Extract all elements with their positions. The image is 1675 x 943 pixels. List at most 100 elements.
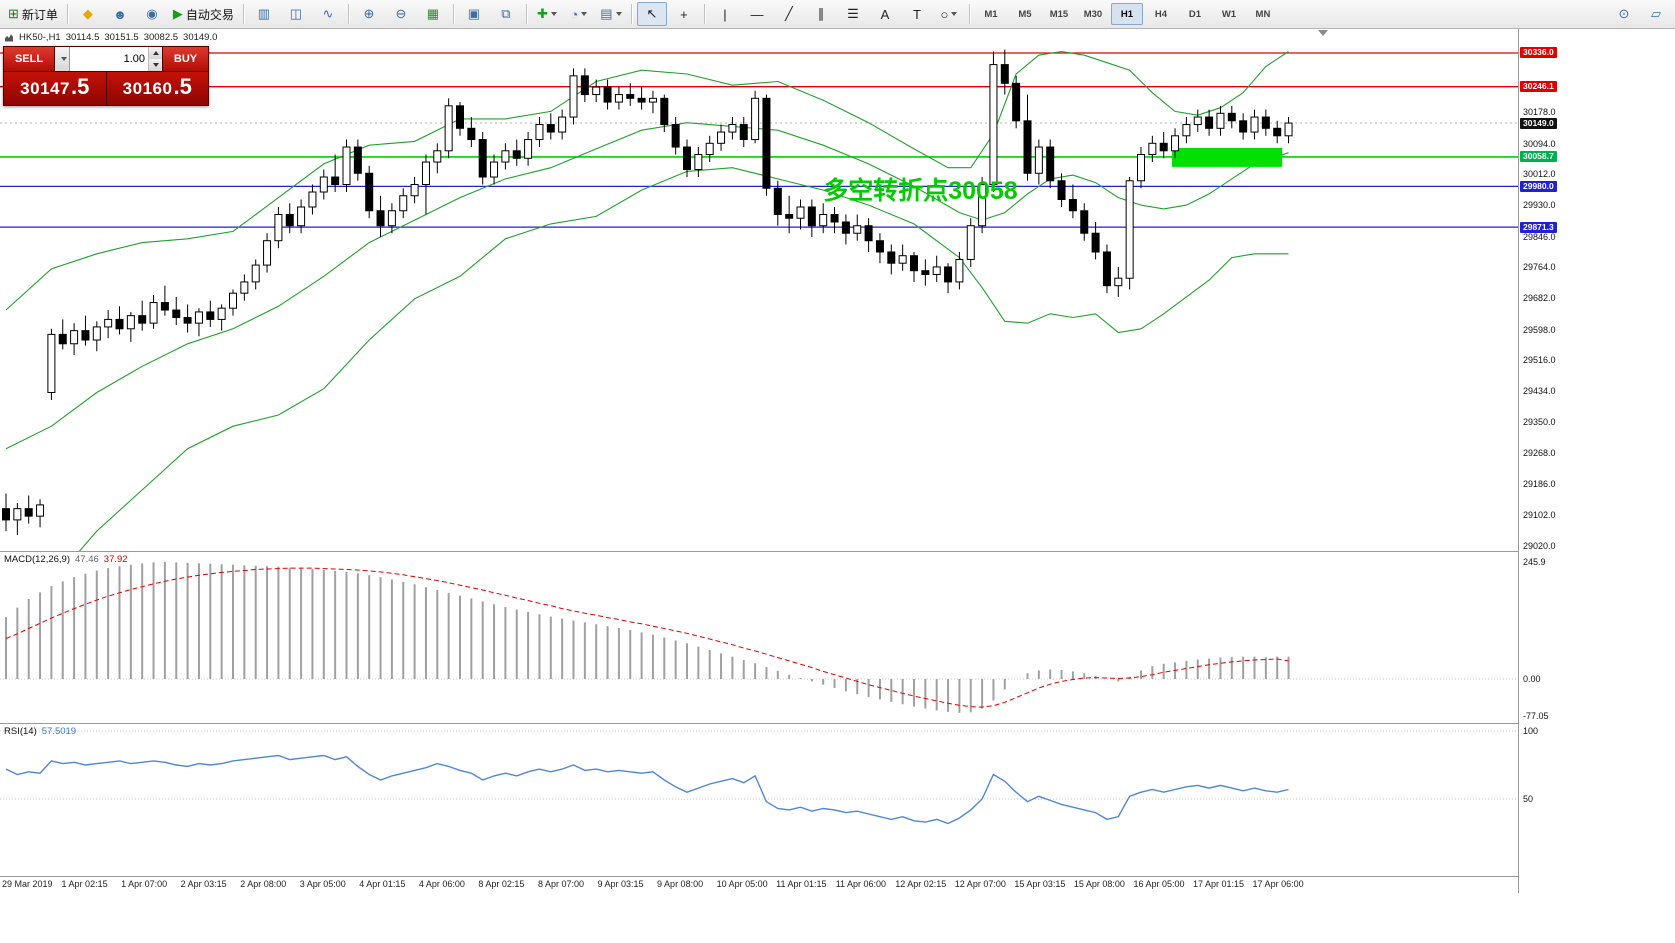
candle-bull [1137, 154, 1145, 182]
horizontal-line-icon[interactable]: — [742, 2, 772, 26]
auto-trading-button[interactable]: ▶ 自动交易 [169, 2, 238, 26]
toolbar-divider [452, 4, 454, 24]
candle-bear [512, 150, 521, 159]
candle-bull [853, 225, 862, 234]
volume-decrease-button[interactable] [149, 59, 162, 71]
new-order-button[interactable]: ⊞ 新订单 [4, 2, 62, 26]
candle-bear [58, 333, 67, 345]
buy-button[interactable]: BUY [162, 47, 208, 71]
toolbar-divider [630, 4, 632, 24]
chart-shift-marker[interactable] [1318, 30, 1328, 36]
pivot-price-label: 30058.7 [1520, 151, 1557, 163]
price-tick-label: 30012.0 [1523, 169, 1556, 180]
fibonacci-icon[interactable]: ☰ [838, 2, 868, 26]
data-window-icon[interactable]: ▱ [1651, 6, 1661, 21]
rsi-axis-label: 50 [1523, 794, 1534, 804]
timeframe-D1[interactable]: D1 [1188, 8, 1202, 20]
price-tick-label: 30178.0 [1523, 107, 1556, 118]
time-axis[interactable]: 29 Mar 2019 1 Apr 02:15 1 Apr 07:00 2 Apr 0… [0, 876, 1518, 893]
new-order-button-glyph: ⊞ [8, 6, 19, 21]
chart-workspace: HK50-,H1 30114.5 30151.5 30082.5 30149.0… [0, 29, 1675, 943]
timeframe-MN[interactable]: MN [1255, 8, 1271, 20]
shapes-icon[interactable]: ○ [934, 2, 964, 26]
time-label: 17 Apr 06:00 [1252, 879, 1304, 889]
cascade-windows-icon[interactable]: ⧉ [491, 2, 521, 26]
channel-icon[interactable]: ∥ [806, 2, 836, 26]
rsi-line [5, 754, 1289, 825]
bar-chart-icon[interactable]: ▥ [249, 2, 279, 26]
toolbar-right-group: ⊙ ▱ [1608, 2, 1672, 26]
candle-bull [966, 225, 975, 260]
chart-window-icon [5, 34, 13, 42]
candle-bull [751, 97, 760, 141]
label-icon-glyph: T [912, 6, 921, 22]
candle-bear [683, 146, 691, 171]
rsi-pane[interactable]: RSI(14) 57.5019 [0, 723, 1518, 877]
auto-arrange-icon[interactable]: ▦ [418, 2, 448, 26]
candle-bull [1125, 180, 1134, 279]
candle-bear [773, 187, 782, 215]
search-icon[interactable]: ⊙ [1618, 6, 1630, 21]
macd-canvas[interactable] [0, 552, 1518, 723]
channel-icon-glyph: ∥ [817, 6, 825, 21]
candle-bear [807, 206, 816, 227]
sell-price-button[interactable]: 30147 .5 [4, 72, 107, 105]
timeframe-H4[interactable]: H4 [1154, 8, 1168, 20]
volume-input[interactable] [70, 47, 148, 71]
candlestick-chart-icon[interactable]: ◫ [281, 2, 311, 26]
indicators-icon[interactable]: ✚ [532, 2, 562, 26]
timeframe-M5[interactable]: M5 [1018, 8, 1032, 20]
time-label: 9 Apr 03:15 [597, 879, 644, 889]
buy-price-button[interactable]: 30160 .5 [106, 72, 208, 105]
timeframe-M30[interactable]: M30 [1083, 8, 1103, 20]
candle-bear [921, 270, 930, 275]
tile-windows-icon[interactable]: ▣ [459, 2, 489, 26]
candle-bull [263, 240, 272, 266]
time-label: 2 Apr 03:15 [180, 879, 227, 889]
volume-dropdown-button[interactable] [55, 47, 70, 71]
cursor-icon[interactable]: ↖ [636, 2, 667, 26]
sell-button[interactable]: SELL [4, 47, 55, 71]
arrow-up-icon [152, 51, 159, 55]
zoom-out-icon[interactable]: ⊖ [386, 2, 416, 26]
zoom-in-icon[interactable]: ⊕ [354, 2, 384, 26]
candle-bear [1239, 120, 1248, 133]
macd-pane[interactable]: MACD(12,26,9) 47.46 37.92 [0, 551, 1518, 724]
price-tick-label: 29268.0 [1523, 448, 1556, 459]
candle-bear [172, 309, 181, 319]
vertical-line-icon-glyph: | [723, 6, 727, 22]
timeframe-M15[interactable]: M15 [1049, 8, 1069, 20]
crosshair-icon[interactable]: + [669, 2, 699, 26]
candle-bull [342, 146, 351, 186]
broadcast-icon[interactable]: ◉ [137, 2, 167, 26]
label-icon[interactable]: T [902, 2, 932, 26]
text-icon[interactable]: A [870, 2, 900, 26]
objects-icon[interactable]: ◔ [564, 2, 594, 26]
candle-bull [524, 139, 533, 159]
time-label: 17 Apr 01:15 [1193, 879, 1245, 889]
timeframe-W1[interactable]: W1 [1221, 8, 1237, 20]
rsi-canvas[interactable] [0, 724, 1518, 876]
price-axis[interactable]: 30178.0 30094.0 30012.0 29930.0 29846.0 29764… [1518, 29, 1675, 893]
community-icon[interactable]: ☻ [105, 2, 135, 26]
cascade-windows-icon-glyph: ⧉ [501, 6, 511, 21]
timeframe-H1[interactable]: H1 [1110, 3, 1143, 25]
new-order-button-label: 新订单 [21, 7, 58, 22]
macd-main-value: 47.46 [75, 554, 99, 565]
candle-bull [421, 161, 430, 186]
main-chart-canvas[interactable] [0, 29, 1518, 551]
candle-bear [81, 330, 90, 341]
vertical-line-icon[interactable]: | [710, 2, 740, 26]
main-chart-pane[interactable]: HK50-,H1 30114.5 30151.5 30082.5 30149.0… [0, 29, 1518, 551]
candle-bull [251, 264, 260, 283]
volume-increase-button[interactable] [149, 47, 162, 59]
line-chart-icon[interactable]: ∿ [313, 2, 343, 26]
timeframe-M1[interactable]: M1 [984, 8, 998, 20]
candle-bear [456, 105, 464, 129]
trendline-icon[interactable]: ╱ [774, 2, 804, 26]
alert-icon[interactable]: ◆ [73, 2, 103, 26]
time-label: 2 Apr 08:00 [240, 879, 287, 889]
templates-icon[interactable]: ▤ [596, 2, 626, 26]
time-label: 12 Apr 02:15 [895, 879, 947, 889]
candle-bear [580, 75, 589, 96]
